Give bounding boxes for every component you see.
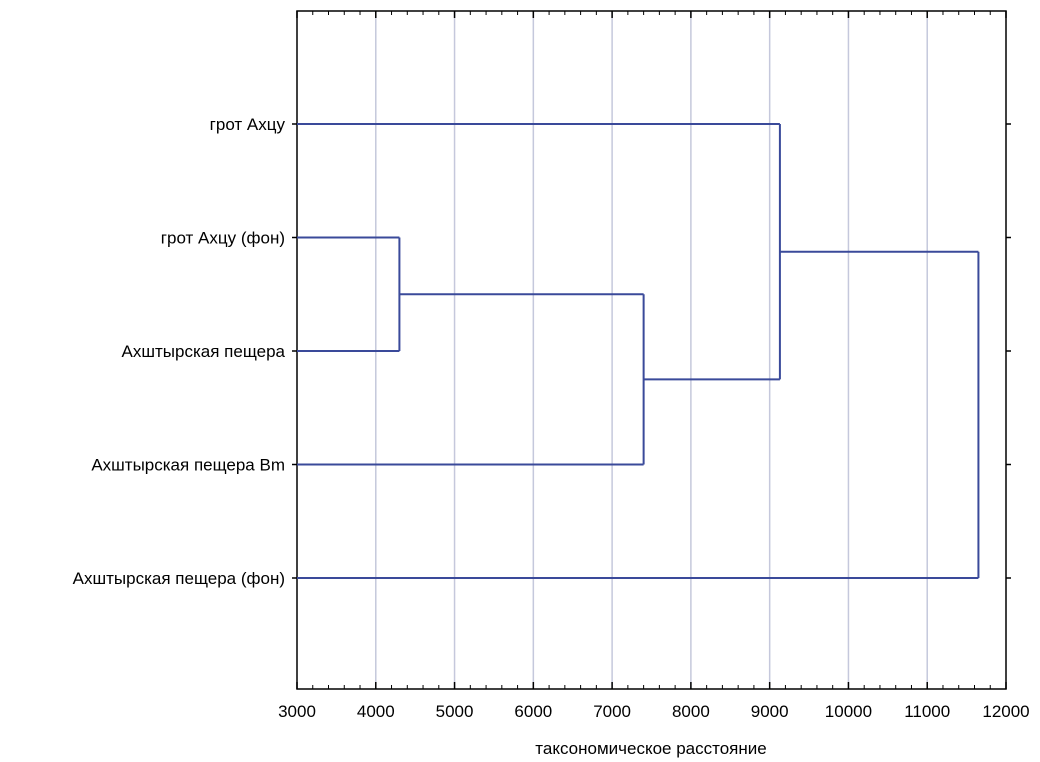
x-axis-title: таксономическое расстояние bbox=[535, 739, 766, 758]
x-tick-label: 12000 bbox=[982, 702, 1029, 721]
dendrogram-branches bbox=[297, 123, 980, 579]
leaf-label: Ахштырская пещера Bm bbox=[91, 456, 285, 475]
leaf-labels: грот Ахцу грот Ахцу (фон) Ахштырская пещер… bbox=[73, 115, 286, 588]
leaf-label: Ахштырская пещера (фон) bbox=[73, 569, 285, 588]
x-tick-label: 5000 bbox=[436, 702, 474, 721]
x-tick-label: 8000 bbox=[672, 702, 710, 721]
axis-ticks bbox=[292, 11, 1011, 689]
x-tick-label: 11000 bbox=[904, 702, 950, 721]
grid-lines bbox=[375, 11, 928, 689]
x-tick-labels: 3000 4000 5000 6000 7000 8000 9000 10000 11000 12… bbox=[278, 702, 1030, 721]
leaf-label: грот Ахцу bbox=[210, 115, 286, 134]
leaf-label: грот Ахцу (фон) bbox=[161, 229, 285, 248]
x-tick-label: 10000 bbox=[825, 702, 872, 721]
x-tick-label: 6000 bbox=[514, 702, 552, 721]
leaf-label: Ахштырская пещера bbox=[122, 342, 286, 361]
x-tick-label: 3000 bbox=[278, 702, 316, 721]
plot-frame bbox=[296, 10, 1007, 690]
x-tick-label: 7000 bbox=[593, 702, 631, 721]
x-tick-label: 4000 bbox=[357, 702, 395, 721]
x-tick-label: 9000 bbox=[751, 702, 789, 721]
